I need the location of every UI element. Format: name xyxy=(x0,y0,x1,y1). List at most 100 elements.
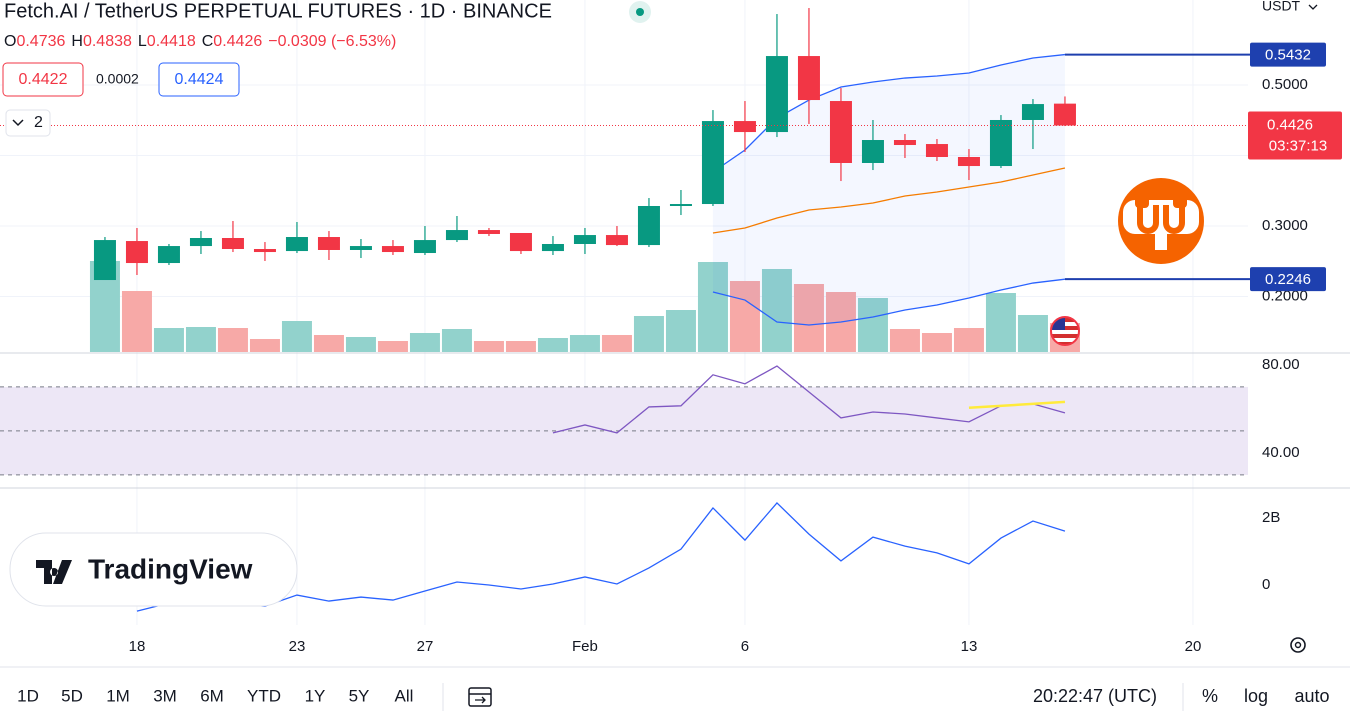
candle-body xyxy=(349,246,372,250)
candle-body xyxy=(413,240,436,254)
volume-bar xyxy=(281,321,312,352)
candle-body xyxy=(477,230,500,234)
candle-body xyxy=(189,238,212,247)
candle-body xyxy=(285,237,308,252)
status-dot xyxy=(636,8,644,16)
settings-icon[interactable] xyxy=(1290,637,1306,653)
scale-option[interactable]: auto xyxy=(1294,686,1329,706)
volume-bar xyxy=(633,316,664,352)
ohlc-value: 0.4426 xyxy=(213,33,262,50)
range-button[interactable]: YTD xyxy=(247,686,281,705)
indicator-line xyxy=(552,365,1066,434)
candle-body xyxy=(957,157,980,167)
spread: 0.0002 xyxy=(96,71,139,87)
volume-bar xyxy=(569,335,600,352)
ask-box[interactable] xyxy=(158,62,240,97)
x-tick-label: Feb xyxy=(572,638,598,655)
volume-bar xyxy=(665,310,696,352)
volume-bar xyxy=(473,341,504,352)
ohlc-value: 0.4736 xyxy=(16,33,65,50)
chart-title: Fetch.AI / TetherUS PERPETUAL FUTURES · … xyxy=(4,0,552,22)
volume-bar xyxy=(537,338,568,352)
range-button[interactable]: All xyxy=(395,686,414,705)
y-tick-label: 0.5000 xyxy=(1262,76,1308,93)
currency[interactable]: USDT xyxy=(1262,0,1301,14)
candle-body xyxy=(221,238,244,250)
price-box xyxy=(1248,111,1342,160)
price-scale: 182327Feb613200.20000.30000.40000.50000.… xyxy=(129,42,1342,655)
ohlc-legend: O0.4736 H0.4838 L0.4418 C0.4426 −0.0309 (−6.… xyxy=(4,33,396,50)
candle-body xyxy=(1053,103,1076,126)
bid: 0.4422 xyxy=(19,71,68,88)
flag-ring xyxy=(1050,316,1080,346)
candle-body xyxy=(893,140,916,146)
scale-option[interactable]: % xyxy=(1202,686,1218,706)
volume-bar xyxy=(505,341,536,352)
range-button[interactable]: 1D xyxy=(17,686,39,705)
ohlc-change: −0.0309 (−6.53%) xyxy=(268,33,396,50)
date-range-icon[interactable] xyxy=(468,687,492,707)
x-tick-label: 27 xyxy=(417,638,434,655)
volume-bar xyxy=(249,339,280,352)
ohlc-value: 0.4838 xyxy=(83,33,132,50)
volume-bar xyxy=(953,328,984,352)
band-level-box xyxy=(1250,267,1326,292)
toolbar: 1D 5D 1M 3M 6M YTD 1Y 5Y All 20:22:47 (UTC)% log au… xyxy=(17,686,1329,706)
trend-line xyxy=(968,400,1066,410)
range-button[interactable]: 1M xyxy=(106,686,130,705)
y-tick-label: 0.2000 xyxy=(1262,287,1308,304)
volume-bar xyxy=(409,333,440,352)
x-tick-label: 20 xyxy=(1185,638,1202,655)
candle-body xyxy=(861,140,884,163)
band-level-label: 0.5432 xyxy=(1265,47,1311,64)
candle-body xyxy=(541,243,564,252)
volume-bar xyxy=(345,337,376,352)
volume-bar xyxy=(921,333,952,352)
chevron xyxy=(12,119,24,127)
chevron xyxy=(1308,4,1318,10)
plot xyxy=(0,8,1250,612)
candle-body xyxy=(765,56,788,133)
candle-body xyxy=(445,230,468,241)
range-button[interactable]: 5D xyxy=(61,686,83,705)
indicator-toggle[interactable] xyxy=(5,109,51,137)
watermark-logo xyxy=(36,560,72,584)
candle-body xyxy=(253,249,276,253)
candle-body xyxy=(93,240,116,281)
volume-bar xyxy=(697,262,728,352)
range-button[interactable]: 3M xyxy=(153,686,177,705)
volume-bar xyxy=(377,341,408,352)
range-button[interactable]: 1Y xyxy=(305,686,326,705)
ask: 0.4424 xyxy=(175,71,224,88)
range-button[interactable]: 5Y xyxy=(349,686,370,705)
band-level-box xyxy=(1250,42,1326,67)
volume-bar xyxy=(761,269,792,352)
ohlc-key: H xyxy=(71,33,83,50)
candle-body xyxy=(989,119,1012,167)
bid-box[interactable] xyxy=(2,62,84,97)
scale-option[interactable]: log xyxy=(1244,686,1268,706)
ohlc-key: O xyxy=(4,33,16,50)
ohlc-key: C xyxy=(202,33,214,50)
ohlc-key: L xyxy=(138,33,147,50)
candle-body xyxy=(317,237,340,250)
candle-body xyxy=(573,235,596,244)
volume-bar xyxy=(729,281,760,352)
volume-bar xyxy=(313,335,344,352)
clock[interactable]: 20:22:47 (UTC) xyxy=(1033,686,1157,706)
band-middle xyxy=(712,167,1066,234)
watermark-badge[interactable] xyxy=(9,532,298,607)
volume-bar xyxy=(1017,315,1048,352)
volume-bar xyxy=(793,284,824,352)
candle-body xyxy=(1021,104,1044,120)
candle-body xyxy=(733,121,756,133)
range-button[interactable]: 6M xyxy=(200,686,224,705)
candle-body xyxy=(157,246,180,264)
candle-body xyxy=(701,121,724,205)
volume-bar xyxy=(217,328,248,352)
y-tick-label: 2B xyxy=(1262,509,1280,526)
y-tick-label: 80.00 xyxy=(1262,356,1300,373)
settings-icon-core xyxy=(1294,641,1302,649)
